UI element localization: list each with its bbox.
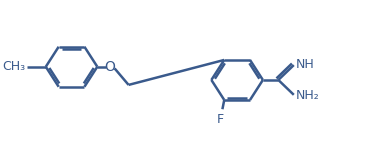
Text: O: O	[105, 60, 116, 74]
Text: NH₂: NH₂	[296, 89, 320, 102]
Text: F: F	[217, 112, 224, 126]
Text: CH₃: CH₃	[2, 60, 25, 73]
Text: NH: NH	[296, 58, 315, 71]
